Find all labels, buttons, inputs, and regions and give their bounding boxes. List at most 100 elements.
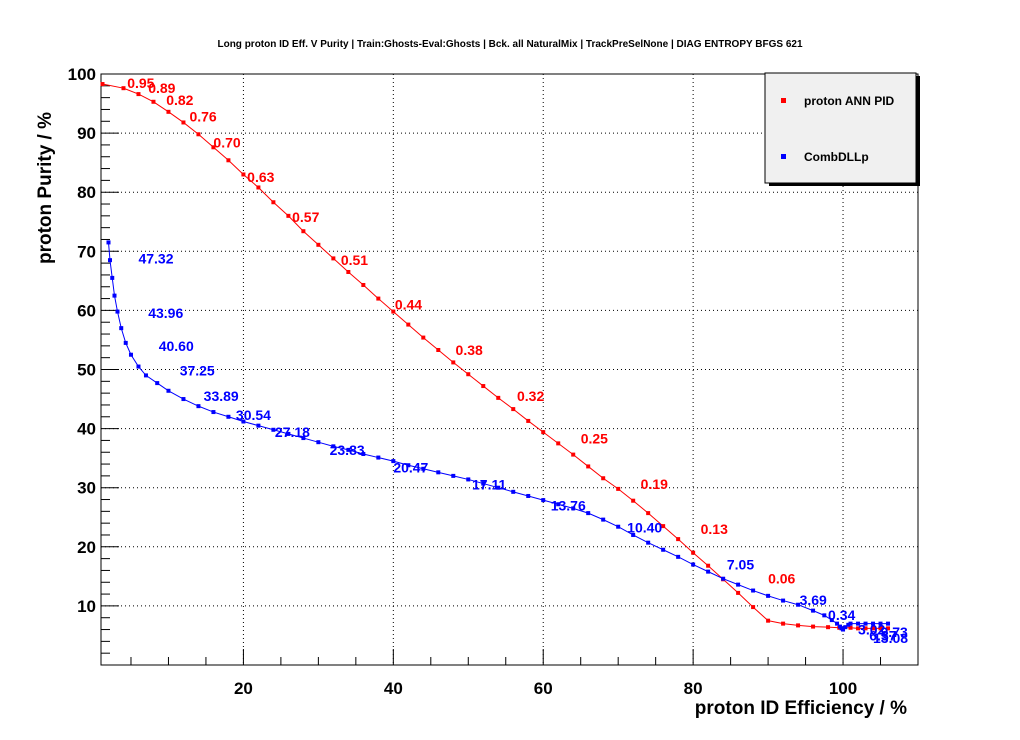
data-point (661, 547, 666, 552)
data-point (846, 622, 851, 627)
data-point (751, 588, 756, 593)
data-point (676, 554, 681, 559)
point-label: 23.83 (330, 442, 365, 458)
data-point (781, 598, 786, 603)
data-point (421, 466, 426, 471)
series-layer (100, 82, 891, 632)
data-point (766, 593, 771, 598)
legend-marker-combdllp (781, 154, 786, 159)
point-label: 0.06 (768, 571, 795, 587)
point-label: 47.32 (138, 250, 173, 266)
data-point (136, 92, 141, 97)
data-point (586, 464, 591, 469)
data-point (676, 537, 681, 542)
data-point (271, 200, 276, 205)
data-point (361, 282, 366, 287)
data-point (796, 623, 801, 628)
point-label: 0.25 (581, 431, 608, 447)
data-point (871, 626, 876, 631)
data-point (878, 626, 883, 631)
data-point (286, 431, 291, 436)
data-point (511, 407, 516, 412)
data-point (736, 590, 741, 595)
data-point (571, 506, 576, 511)
data-point (661, 524, 666, 529)
y-tick-label: 80 (77, 183, 96, 202)
data-point (856, 626, 861, 631)
data-point (346, 447, 351, 452)
data-point (848, 621, 853, 626)
data-point (496, 395, 501, 400)
point-label: 20.47 (393, 460, 428, 476)
data-point (631, 498, 636, 503)
data-point (481, 481, 486, 486)
data-point (843, 625, 848, 630)
data-point (181, 397, 186, 402)
point-label: 0.34 (828, 607, 855, 623)
data-point (181, 120, 186, 125)
point-label: 37.25 (180, 363, 215, 379)
point-label: 17.11 (472, 477, 506, 493)
data-point (136, 364, 141, 369)
data-point (526, 418, 531, 423)
point-label: 9.73 (881, 624, 908, 640)
data-point (646, 511, 651, 516)
point-label: 0.76 (189, 109, 216, 125)
x-tick-label: 40 (384, 679, 403, 698)
data-point (166, 388, 171, 393)
y-tick-label: 20 (77, 538, 96, 557)
x-tick-label: 60 (534, 679, 553, 698)
data-point (835, 621, 840, 626)
data-point (346, 269, 351, 274)
data-point (391, 309, 396, 314)
data-point (691, 562, 696, 567)
data-point (211, 145, 216, 150)
data-point (100, 82, 105, 87)
data-point (376, 296, 381, 301)
point-label: 7.05 (727, 557, 754, 573)
point-label: 0.70 (213, 135, 240, 151)
series-proton-ann-pid (100, 82, 891, 631)
y-tick-label: 40 (77, 420, 96, 439)
data-point (107, 258, 112, 263)
point-label: 30.54 (236, 407, 271, 423)
data-point (556, 502, 561, 507)
data-point (331, 444, 336, 449)
data-point (301, 436, 306, 441)
data-point (511, 489, 516, 494)
data-point (601, 476, 606, 481)
data-point (811, 624, 816, 629)
point-label: 0.38 (456, 342, 483, 358)
data-point (691, 550, 696, 555)
data-point (829, 618, 834, 623)
data-point (466, 477, 471, 482)
point-label: 13.08 (873, 630, 908, 646)
point-label: 0.82 (166, 92, 193, 108)
data-point (466, 372, 471, 377)
data-point (706, 569, 711, 574)
data-point (822, 613, 827, 618)
data-point (848, 625, 853, 630)
y-tick-label: 60 (77, 301, 96, 320)
data-point (526, 493, 531, 498)
point-label: 0.19 (641, 476, 668, 492)
data-point (863, 626, 868, 631)
data-point (886, 621, 891, 626)
data-point (811, 608, 816, 613)
data-point (796, 602, 801, 607)
data-point (226, 414, 231, 419)
data-point (856, 621, 861, 626)
point-label: 33.89 (204, 388, 239, 404)
data-point (646, 540, 651, 545)
legend-marker-proton-ann-pid (781, 98, 786, 103)
data-point (721, 576, 726, 581)
data-point (110, 275, 115, 280)
data-point (316, 440, 321, 445)
point-label: 0.13 (701, 521, 728, 537)
data-point (751, 605, 756, 610)
data-point (196, 132, 201, 137)
data-point (631, 532, 636, 537)
data-point (151, 99, 156, 104)
data-point (196, 404, 201, 409)
